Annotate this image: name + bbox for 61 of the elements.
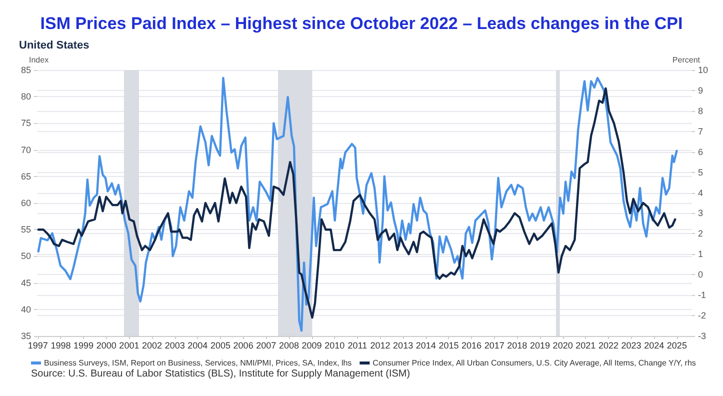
y2-tick-label: 6 <box>698 146 704 157</box>
y2-tick-label: 5 <box>698 167 704 178</box>
x-tick-label: 2018 <box>507 340 528 350</box>
y2-tick-label: 3 <box>698 208 704 218</box>
x-tick-label: 2002 <box>142 340 162 350</box>
y-tick-label: 45 <box>20 278 31 288</box>
y-tick-label: 80 <box>20 92 31 102</box>
y2-tick-label: 0 <box>698 270 704 280</box>
x-tick-label: 2017 <box>484 340 504 350</box>
y-tick-label: 55 <box>20 224 31 235</box>
y2-tick-label: 7 <box>698 126 704 136</box>
y-tick-label: 35 <box>20 331 31 341</box>
x-tick-label: 2009 <box>302 340 322 350</box>
x-tick-label: 2005 <box>210 340 231 350</box>
y2-tick-label: 1 <box>698 249 704 260</box>
y2-tick-label: 10 <box>698 65 708 75</box>
legend-label: Consumer Price Index, All Urban Consumers, U.S. City Average, All Items, Change Y/Y, rhs <box>372 358 696 368</box>
y2-tick-label: -1 <box>698 290 706 300</box>
source-note: Source: U.S. Bureau of Labor Statistics (BLS), Institute for Supply Management (ISM) <box>31 368 410 380</box>
chart-title: ISM Prices Paid Index – Highest since October 2022 – Leads changes in the CPI <box>40 14 683 33</box>
chart-subtitle: United States <box>19 40 90 52</box>
y2-tick-label: -3 <box>698 331 706 341</box>
x-tick-label: 2022 <box>598 340 618 350</box>
y-tick-label: 75 <box>20 118 31 128</box>
x-tick-label: 2023 <box>621 340 642 350</box>
x-tick-label: 1999 <box>74 340 94 350</box>
y-tick-label: 50 <box>20 251 31 262</box>
x-tick-label: 2021 <box>576 340 596 350</box>
x-tick-label: 1997 <box>28 340 48 350</box>
x-tick-label: 2000 <box>96 340 116 350</box>
x-tick-label: 2012 <box>370 340 390 350</box>
x-tick-label: 2011 <box>348 340 368 350</box>
y2-tick-label: 4 <box>698 188 704 198</box>
y-tick-label: 40 <box>20 304 31 314</box>
y2-tick-label: 9 <box>698 85 704 96</box>
x-tick-label: 2001 <box>119 340 140 350</box>
x-tick-label: 2014 <box>416 340 436 350</box>
x-tick-label: 1998 <box>50 340 71 350</box>
y-axis-title: Index <box>29 56 49 64</box>
x-tick-label: 2008 <box>278 340 299 350</box>
x-tick-label: 2024 <box>644 340 664 350</box>
x-tick-label: 2003 <box>164 340 185 350</box>
x-tick-label: 2019 <box>530 340 550 350</box>
legend-label: Business Surveys, ISM, Report on Business, Services, NMI/PMI, Prices, SA, Index, lhs <box>44 358 352 368</box>
y2-tick-label: 8 <box>698 106 704 116</box>
x-tick-label: 2007 <box>256 340 276 350</box>
y-tick-label: 60 <box>20 198 31 208</box>
x-tick-label: 2015 <box>438 340 459 350</box>
x-tick-label: 2013 <box>393 340 414 350</box>
x-tick-label: 2004 <box>188 340 208 350</box>
y2-axis-title: Percent <box>672 56 701 64</box>
x-tick-label: 2006 <box>233 340 254 350</box>
y-tick-label: 70 <box>20 144 31 155</box>
y2-tick-label: -2 <box>698 310 706 321</box>
y-tick-label: 65 <box>20 171 31 182</box>
x-tick-label: 2025 <box>666 340 687 350</box>
x-tick-label: 2016 <box>462 340 482 350</box>
x-tick-label: 2010 <box>324 340 345 350</box>
y-tick-label: 85 <box>20 65 31 75</box>
x-tick-label: 2020 <box>552 340 573 350</box>
y2-tick-label: 2 <box>698 228 704 239</box>
